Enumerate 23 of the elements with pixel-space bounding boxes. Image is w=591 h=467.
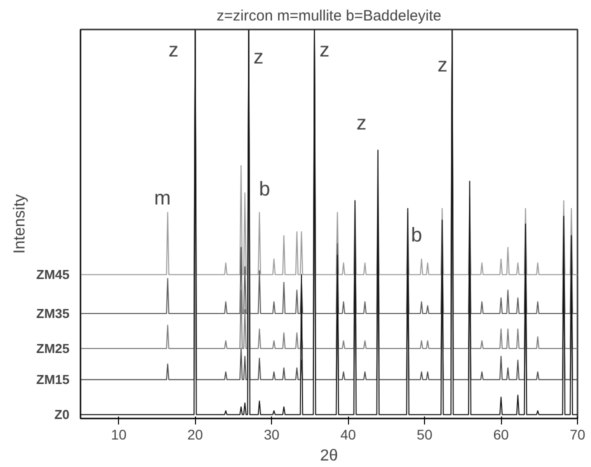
x-tick-label: 40 [340,426,356,442]
series-label: ZM15 [36,372,70,388]
annotation: b [410,224,422,246]
annotation: z [356,112,366,134]
annotation: z [438,54,448,76]
annotation: z [320,40,330,62]
x-tick-label: 10 [110,426,127,442]
x-tick-label: 60 [493,426,510,442]
annotation: b [258,178,270,200]
x-tick-label: 30 [264,426,280,442]
annotation: m [154,188,171,210]
x-axis-title: 2θ [320,448,338,464]
y-axis-title: Intensity [11,194,28,254]
series-label: Z0 [54,407,70,422]
x-tick-label: 70 [570,426,586,442]
series-label: ZM25 [36,340,70,356]
series-label: ZM45 [36,267,70,282]
series-label: ZM35 [36,306,70,321]
annotation: z [254,46,264,68]
x-tick-label: 20 [187,426,204,442]
x-tick-label: 50 [416,426,433,442]
chart-title: z=zircon m=mullite b=Baddeleyite [216,8,442,24]
annotation: z [168,40,178,62]
